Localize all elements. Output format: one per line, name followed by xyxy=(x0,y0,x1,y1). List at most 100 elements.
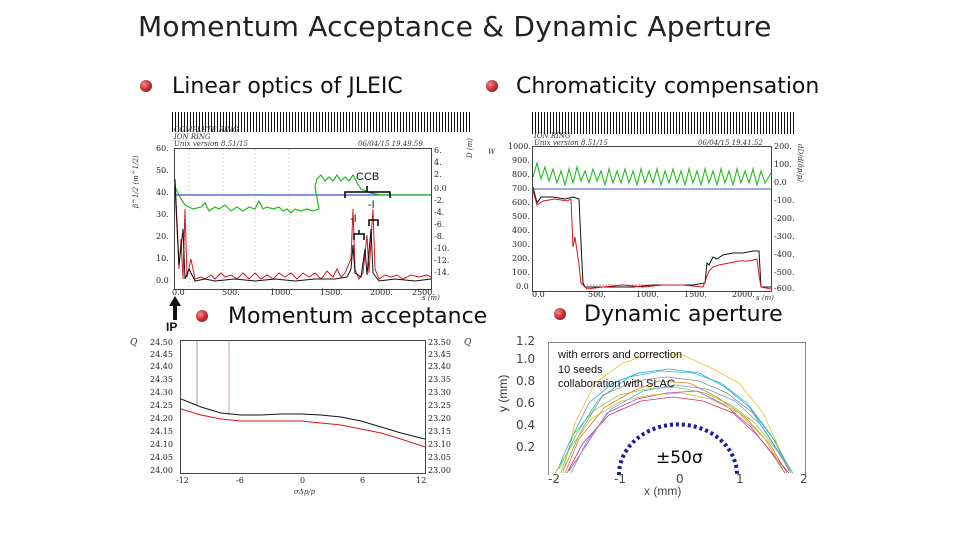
optics-y2-tick: -14. xyxy=(434,268,450,277)
optics-y-tick: 60. xyxy=(156,144,169,153)
chroma-y2-tick: -200. xyxy=(774,214,795,223)
momentum-y2-tick: 23.30 xyxy=(428,388,451,397)
optics-y-tick: 0.0 xyxy=(156,276,169,285)
chroma-y2-tick: -100. xyxy=(774,196,795,205)
ip-arrow-icon xyxy=(169,296,181,320)
optics-x-label: s (m) xyxy=(422,294,440,302)
aperture-y-tick: 0.4 xyxy=(516,418,536,432)
momentum-y-right-label: Q xyxy=(464,338,472,348)
chroma-y2-tick: -500. xyxy=(774,268,795,277)
bullet-chromaticity: Chromaticity compensation xyxy=(516,74,820,99)
chroma-y-tick: 400. xyxy=(512,226,530,235)
optics-y-tick: 10. xyxy=(156,254,169,263)
momentum-y-tick: 24.45 xyxy=(150,350,173,359)
aperture-note-3: collaboration with SLAC xyxy=(558,378,675,390)
sigma-label: ±50σ xyxy=(656,448,703,468)
momentum-y-tick: 24.15 xyxy=(150,427,173,436)
momentum-y2-tick: 23.00 xyxy=(428,466,451,475)
chroma-x-tick: 1500. xyxy=(684,290,707,299)
chroma-y2-tick: 100. xyxy=(774,160,792,169)
momentum-x-tick: 6 xyxy=(360,476,366,485)
chroma-y2-tick: -600. xyxy=(774,284,795,293)
optics-y2-tick: -6. xyxy=(434,220,445,229)
ccb-label: CCB xyxy=(356,171,380,183)
aperture-x-tick: -1 xyxy=(614,472,626,486)
chroma-timestamp: 06/04/15 19.41.52 xyxy=(698,139,763,147)
momentum-x-tick: 12 xyxy=(416,476,427,485)
aperture-x-tick: 0 xyxy=(676,472,684,486)
momentum-y-tick: 24.20 xyxy=(150,414,173,423)
chroma-y-left-label: W xyxy=(488,148,496,156)
minus-i-upper-label: -I xyxy=(368,199,375,211)
optics-y2-tick: 6. xyxy=(434,146,442,155)
optics-panel: COMPLETE RING ION RING Unix version 8.51… xyxy=(130,108,480,302)
momentum-y2-tick: 23.35 xyxy=(428,375,451,384)
bullet-momentum-acceptance: Momentum acceptance xyxy=(228,304,488,329)
bullet-marker xyxy=(196,310,208,322)
chroma-y-tick: 800. xyxy=(512,170,530,179)
optics-x-tick: 2500. xyxy=(412,288,435,297)
chroma-y2-tick: -300. xyxy=(774,232,795,241)
momentum-y-tick: 24.25 xyxy=(150,401,173,410)
momentum-y2-tick: 23.45 xyxy=(428,350,451,359)
aperture-y-tick: 0.6 xyxy=(516,396,536,410)
momentum-y-tick: 24.10 xyxy=(150,440,173,449)
lattice-strip xyxy=(172,112,470,132)
aperture-x-tick: 1 xyxy=(736,472,744,486)
aperture-note-2: 10 seeds xyxy=(558,364,603,376)
chroma-y2-tick: -400. xyxy=(774,250,795,259)
chroma-x-label: s (m) xyxy=(756,294,774,302)
chroma-y2-tick: 200. xyxy=(774,142,792,151)
optics-x-tick: 1500. xyxy=(320,288,343,297)
momentum-x-label: σΔp/p xyxy=(294,488,316,496)
momentum-y-tick: 24.40 xyxy=(150,362,173,371)
bullet-dynamic-aperture: Dynamic aperture xyxy=(584,302,783,327)
momentum-y-tick: 24.50 xyxy=(150,338,173,347)
momentum-y-tick: 24.05 xyxy=(150,453,173,462)
aperture-curves xyxy=(554,352,794,475)
chroma-y-tick: 700. xyxy=(512,184,530,193)
momentum-plot-frame xyxy=(180,340,426,474)
optics-y2-tick: 0.0 xyxy=(434,184,447,193)
momentum-panel: Q Q Qx Qy 24.50 24.45 24.40 24.35 24.30 … xyxy=(126,334,472,500)
aperture-y-tick: 0.8 xyxy=(516,374,536,388)
momentum-y2-tick: 23.40 xyxy=(428,362,451,371)
aperture-x-tick: -2 xyxy=(548,472,560,486)
optics-y2-tick: 4. xyxy=(434,158,442,167)
momentum-curves xyxy=(181,341,425,448)
chroma-header-1: ION RING xyxy=(534,132,571,140)
aperture-plot-frame xyxy=(548,342,806,475)
optics-y2-tick: -2. xyxy=(434,196,445,205)
optics-header-2: ION RING xyxy=(174,133,211,141)
chroma-y-tick: 600. xyxy=(512,198,530,207)
bullet-marker xyxy=(486,80,498,92)
optics-y-tick: 30. xyxy=(156,210,169,219)
optics-x-tick: 0.0 xyxy=(172,288,185,297)
bullet-linear-optics: Linear optics of JLEIC xyxy=(172,74,403,99)
momentum-y-tick: 24.30 xyxy=(150,388,173,397)
momentum-x-tick: 0 xyxy=(300,476,306,485)
chroma-y-tick: 100. xyxy=(512,268,530,277)
aperture-x-label: x (mm) xyxy=(644,484,682,498)
chromaticity-panel: ION RING Unix version 8.51/15 06/04/15 1… xyxy=(486,108,808,302)
optics-y2-tick: -4. xyxy=(434,208,445,217)
optics-timestamp: 06/04/15 19.49.59 xyxy=(358,140,423,148)
optics-y2-tick: -10. xyxy=(434,244,450,253)
chroma-y-tick: 300. xyxy=(512,240,530,249)
aperture-note-1: with errors and correction xyxy=(558,349,683,361)
chroma-curves xyxy=(533,160,771,290)
aperture-y-tick: 1.0 xyxy=(516,352,536,366)
optics-plot-frame xyxy=(174,148,432,290)
chroma-y-tick: 200. xyxy=(512,254,530,263)
momentum-y-left-label: Q xyxy=(130,338,138,348)
optics-x-tick: 500. xyxy=(222,288,240,297)
momentum-y2-tick: 23.50 xyxy=(428,338,451,347)
optics-y2-tick: -8. xyxy=(434,232,445,241)
chroma-y-tick: 1000. xyxy=(508,142,531,151)
momentum-y2-tick: 23.05 xyxy=(428,453,451,462)
aperture-y-tick: 0.2 xyxy=(516,440,536,454)
chroma-y-tick: 0.0 xyxy=(516,282,529,291)
optics-header-3: Unix version 8.51/15 xyxy=(174,140,248,148)
momentum-y2-tick: 23.15 xyxy=(428,427,451,436)
momentum-y-tick: 24.00 xyxy=(150,466,173,475)
